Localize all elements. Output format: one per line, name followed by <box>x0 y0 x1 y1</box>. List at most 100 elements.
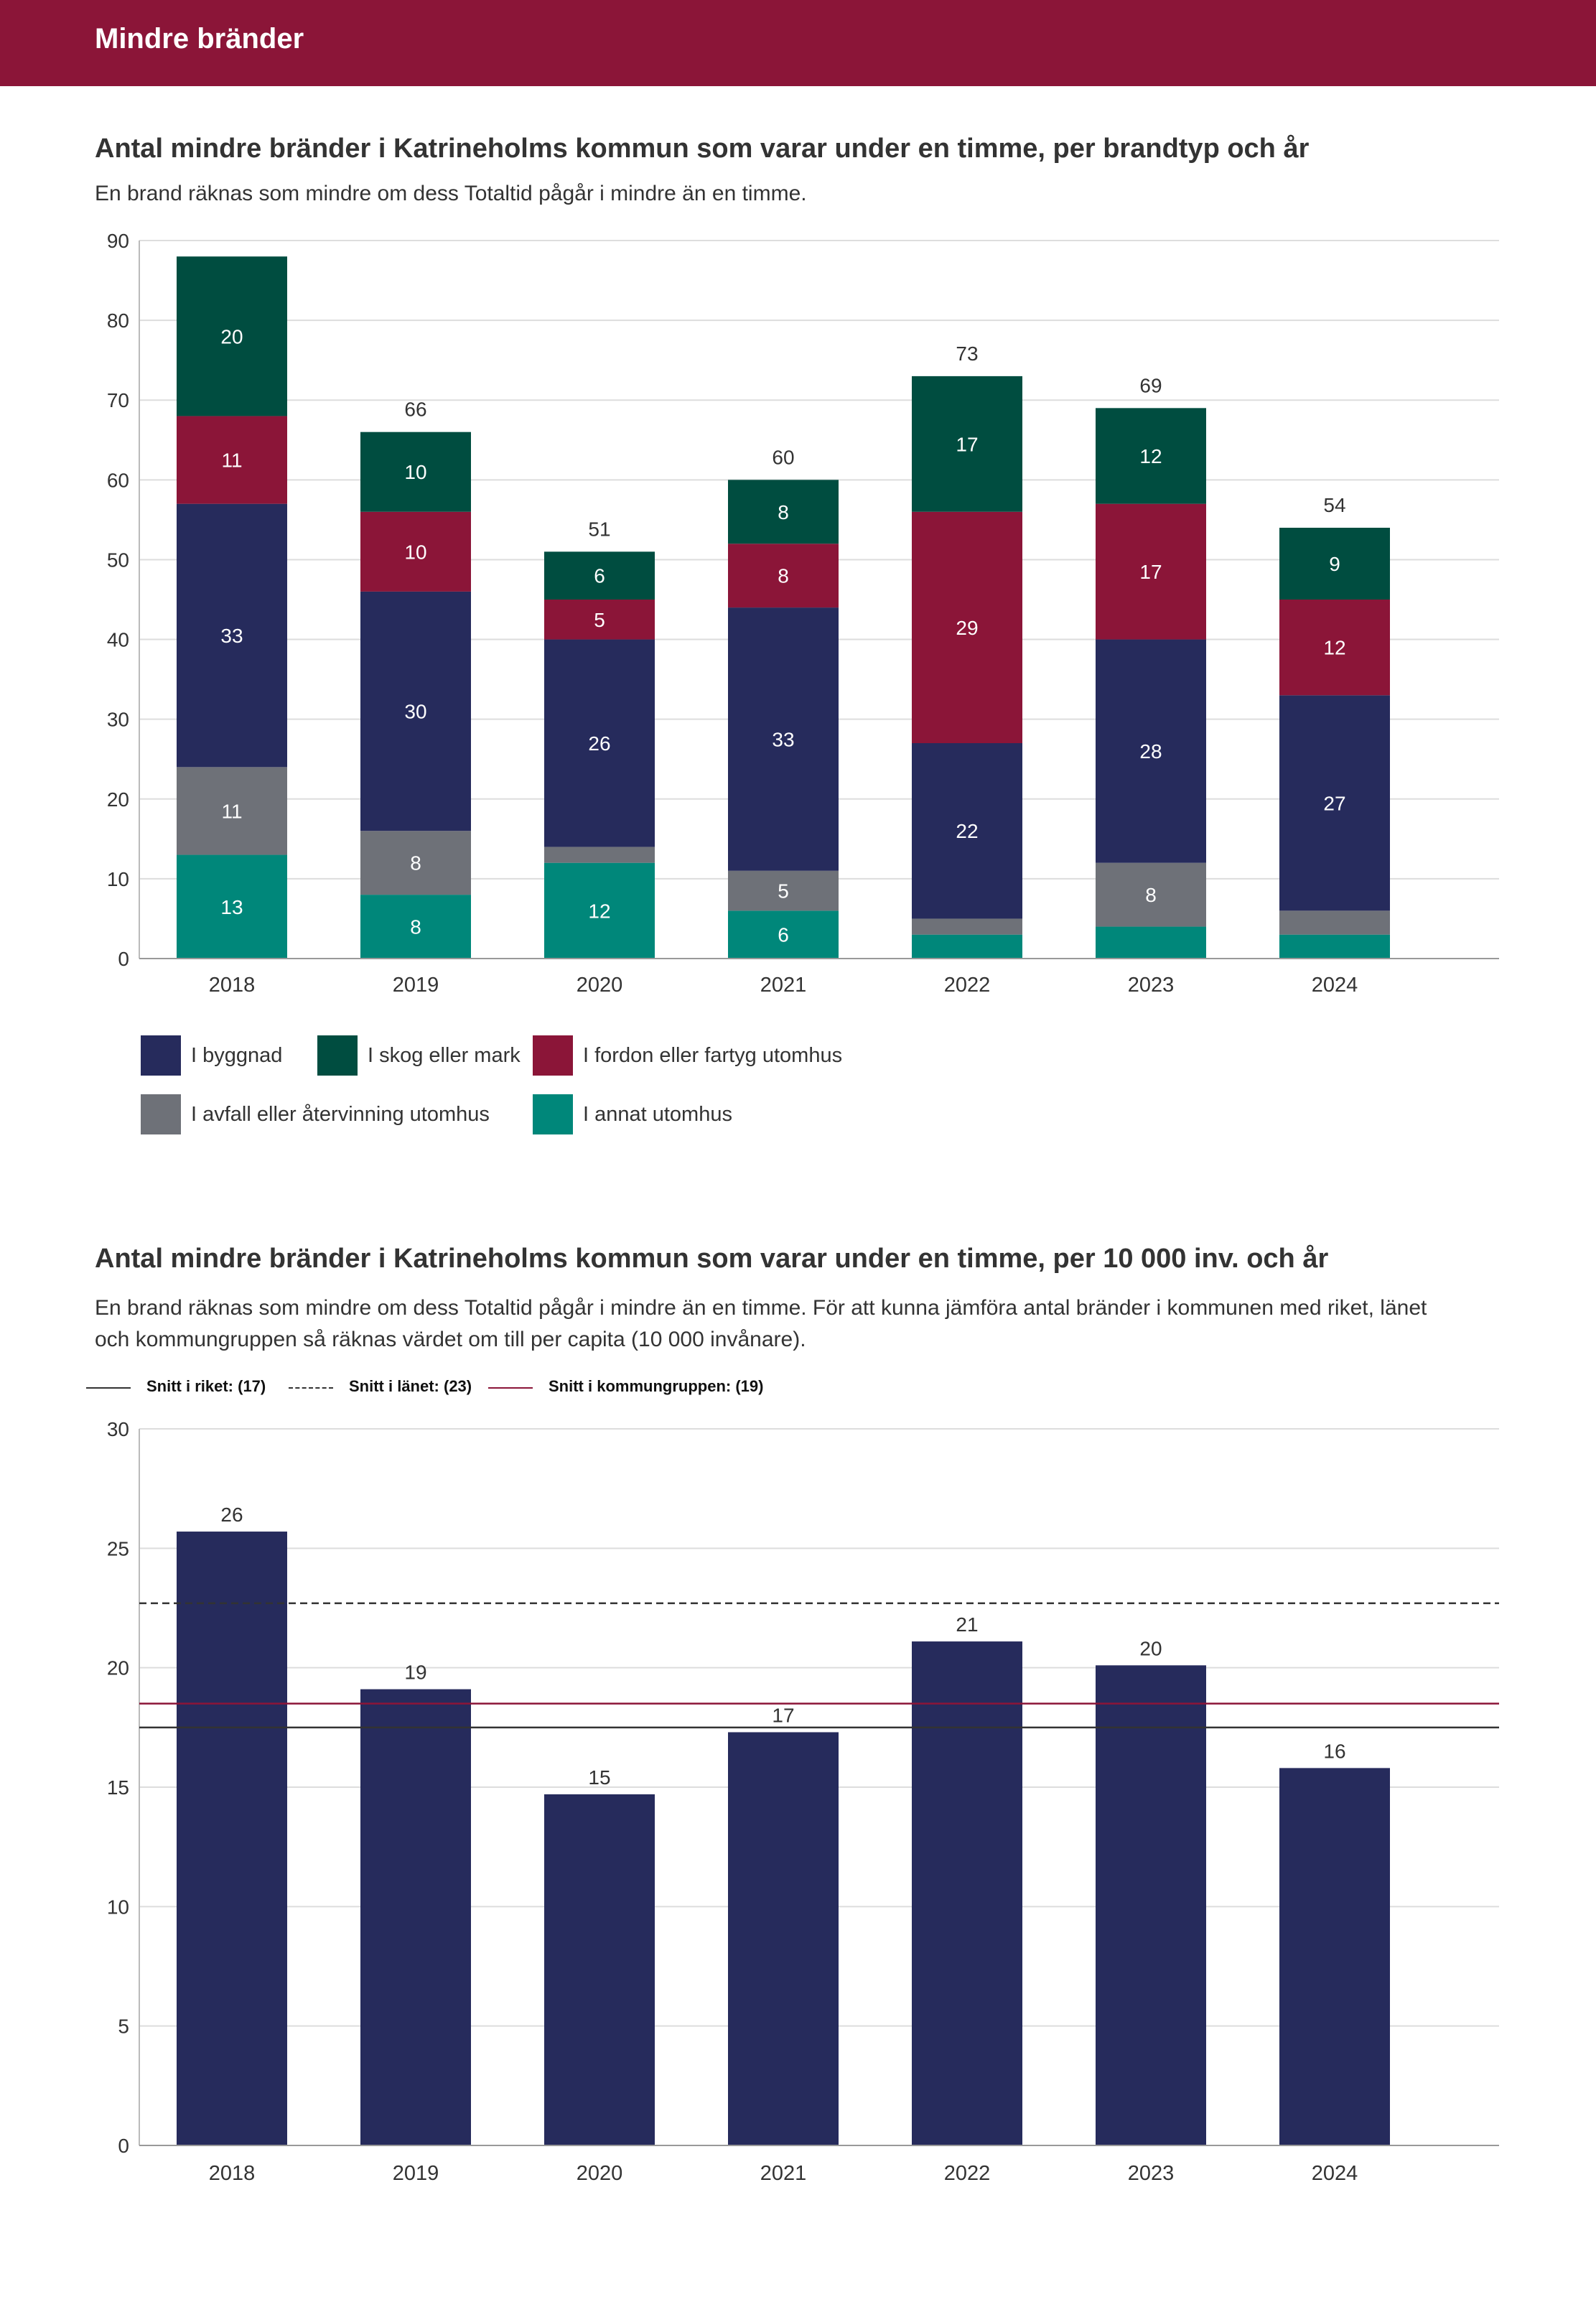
x-tick-label: 2020 <box>577 2162 623 2185</box>
bar <box>544 1794 655 2145</box>
bar-segment <box>177 767 287 855</box>
ref-legend-label: Snitt i riket: (17) <box>146 1377 266 1395</box>
header-band <box>0 0 1596 86</box>
segment-label: 11 <box>221 800 242 822</box>
legend-swatch <box>141 1094 181 1134</box>
bar <box>728 1732 839 2145</box>
x-tick-label: 2019 <box>393 974 439 997</box>
y-tick-label: 40 <box>107 629 129 651</box>
bar-segment <box>728 480 839 544</box>
segment-label: 12 <box>1323 637 1345 659</box>
segment-label: 6 <box>594 565 605 587</box>
total-label: 60 <box>772 446 794 468</box>
segment-label: 9 <box>1329 553 1340 575</box>
x-tick-label: 2018 <box>209 974 256 997</box>
segment-label: 11 <box>221 449 242 472</box>
segment-label: 26 <box>588 732 610 755</box>
bar-segment <box>544 862 655 959</box>
bar <box>177 1532 287 2145</box>
bar-segment <box>1279 600 1390 696</box>
y-tick-label: 5 <box>118 2015 129 2038</box>
x-tick-label: 2023 <box>1128 2162 1175 2185</box>
bar-segment <box>912 934 1022 959</box>
x-tick-label: 2022 <box>944 2162 991 2185</box>
value-label: 21 <box>956 1613 978 1636</box>
ref-legend-line <box>289 1387 333 1389</box>
total-label: 66 <box>404 399 426 421</box>
chart2-subtitle-line1: En brand räknas som mindre om dess Total… <box>95 1296 1427 1320</box>
y-tick-label: 0 <box>118 948 129 970</box>
bar <box>360 1689 471 2145</box>
segment-label: 8 <box>778 501 789 523</box>
y-tick-label: 50 <box>107 549 129 571</box>
chart2-subtitle: En brand räknas som mindre om dess Total… <box>95 1292 1502 1356</box>
y-tick-label: 90 <box>107 230 129 252</box>
legend-swatch <box>141 1035 181 1076</box>
y-tick-label: 10 <box>107 868 129 890</box>
y-tick-label: 30 <box>107 1418 129 1440</box>
ref-legend-line <box>86 1387 131 1389</box>
ref-legend-label: Snitt i kommungruppen: (19) <box>549 1377 764 1395</box>
y-tick-label: 0 <box>118 2135 129 2157</box>
segment-label: 8 <box>410 852 421 875</box>
segment-label: 33 <box>772 728 794 750</box>
bar-segment <box>360 591 471 831</box>
segment-label: 5 <box>594 609 605 631</box>
x-tick-label: 2023 <box>1128 974 1175 997</box>
bar-segment <box>1096 408 1206 504</box>
bar-segment <box>1279 910 1390 935</box>
y-tick-label: 20 <box>107 788 129 811</box>
chart1-svg: 0 10 20 30 40 50 60 70 80 90 13 11 33 11 20 2018 8 8 30 10 1… <box>107 230 1499 997</box>
y-tick-label: 10 <box>107 1896 129 1918</box>
bar <box>1279 1768 1390 2145</box>
y-tick-label: 60 <box>107 469 129 491</box>
bar-segment <box>544 600 655 640</box>
y-tick-label: 80 <box>107 309 129 332</box>
bar-segment <box>912 376 1022 512</box>
bar-segment <box>360 831 471 895</box>
segment-label: 29 <box>956 617 978 639</box>
segment-label: 10 <box>404 541 426 563</box>
segment-label: 10 <box>404 461 426 483</box>
segment-label: 33 <box>220 625 243 647</box>
segment-label: 8 <box>410 916 421 938</box>
x-tick-label: 2022 <box>944 974 991 997</box>
legend-label: I byggnad <box>191 1044 283 1067</box>
segment-label: 5 <box>778 880 789 903</box>
segment-label: 8 <box>1145 884 1157 906</box>
segment-label: 17 <box>1139 561 1162 583</box>
total-label: 69 <box>1139 374 1162 396</box>
bar-segment <box>1279 934 1390 959</box>
bar-segment <box>177 416 287 504</box>
bar-segment <box>912 511 1022 743</box>
total-label: 54 <box>1323 494 1345 516</box>
bar-segment <box>177 854 287 959</box>
legend-label: I avfall eller återvinning utomhus <box>191 1103 490 1126</box>
bar-segment <box>728 870 839 911</box>
y-tick-label: 30 <box>107 709 129 731</box>
bar-segment <box>1096 862 1206 927</box>
chart1-legend: I byggnad I skog eller mark I fordon eller… <box>141 1035 1146 1136</box>
value-label: 15 <box>588 1766 610 1789</box>
segment-label: 6 <box>778 924 789 946</box>
bar-segment <box>728 544 839 608</box>
total-label: 73 <box>956 342 978 365</box>
segment-label: 28 <box>1139 740 1162 763</box>
value-label: 16 <box>1323 1740 1345 1762</box>
segment-label: 20 <box>220 325 243 348</box>
segment-label: 27 <box>1323 792 1345 814</box>
bar-segment <box>728 607 839 871</box>
bar-segment <box>912 918 1022 935</box>
legend-swatch <box>533 1035 573 1076</box>
legend-label: I annat utomhus <box>583 1103 732 1126</box>
x-tick-label: 2021 <box>760 2162 807 2185</box>
legend-label: I skog eller mark <box>368 1044 521 1067</box>
segment-label: 12 <box>1139 445 1162 467</box>
y-tick-label: 70 <box>107 389 129 411</box>
bar <box>912 1641 1022 2145</box>
x-tick-label: 2019 <box>393 2162 439 2185</box>
page-title: Mindre bränder <box>95 23 304 55</box>
bar-segment <box>1279 695 1390 911</box>
segment-label: 17 <box>956 433 978 455</box>
bar-segment <box>1096 639 1206 863</box>
